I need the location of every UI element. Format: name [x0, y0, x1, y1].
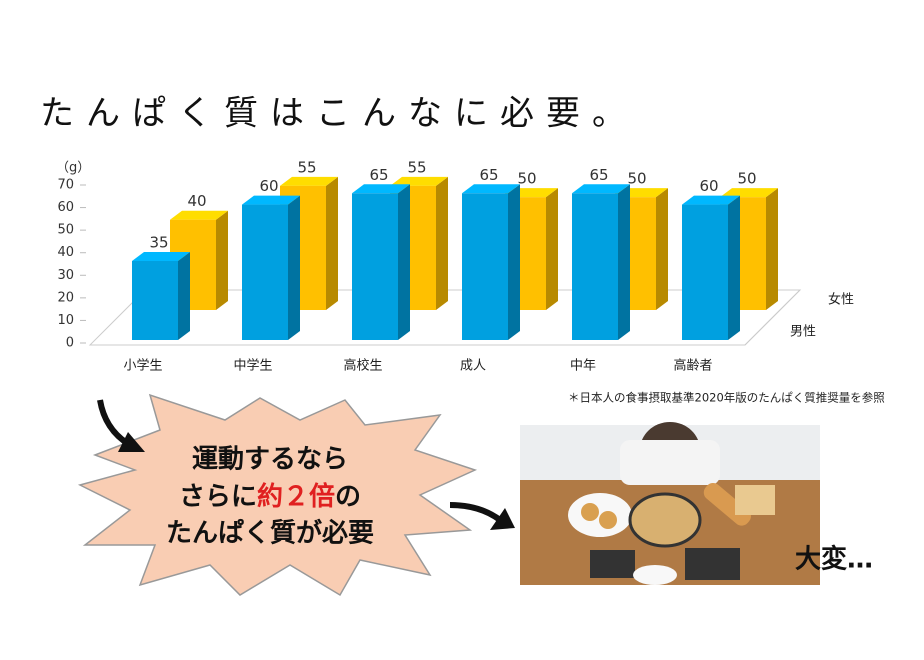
value-label: 40 — [187, 192, 206, 210]
x-tick-label: 成人 — [460, 359, 486, 374]
arrow — [449, 502, 502, 523]
starburst — [77, 393, 478, 597]
bar-top — [462, 184, 520, 194]
value-label: 55 — [297, 158, 316, 176]
arrow-head — [490, 508, 515, 530]
bar-top — [352, 184, 410, 194]
bar-top — [682, 195, 740, 205]
y-tick-label: 20 — [57, 290, 74, 305]
bar-side — [326, 176, 338, 310]
value-label: 60 — [699, 177, 718, 195]
value-label: 60 — [259, 177, 278, 195]
bar-side — [618, 184, 630, 340]
bar-side — [728, 195, 740, 340]
bar-3d — [682, 195, 740, 340]
legend-label: 男性 — [790, 325, 816, 340]
bar-top — [572, 184, 630, 194]
callout-line: 運動するなら — [192, 445, 348, 475]
bar-3d — [242, 195, 300, 340]
bar-top — [170, 210, 228, 220]
value-label: 35 — [149, 234, 168, 252]
bar-side — [766, 188, 778, 310]
bar-top — [242, 195, 300, 205]
y-tick-label: 40 — [57, 245, 74, 260]
bar-side — [508, 184, 520, 340]
bar — [572, 193, 618, 340]
callout-line: さらに約２倍の — [179, 481, 361, 512]
value-label: 50 — [627, 170, 646, 188]
y-tick-label: 50 — [57, 223, 74, 238]
bar-top — [720, 188, 778, 198]
bar-side — [216, 210, 228, 310]
bar-top — [390, 176, 448, 186]
value-label: 50 — [737, 170, 756, 188]
y-tick-label: 30 — [57, 268, 74, 283]
callout-emphasis: 約２倍 — [257, 481, 335, 512]
bar-3d — [132, 252, 190, 340]
value-label: 65 — [589, 166, 608, 184]
legend-label: 女性 — [828, 292, 854, 308]
x-tick-label: 小学生 — [123, 358, 162, 374]
value-label: 65 — [479, 166, 498, 184]
callout-text: の — [335, 482, 361, 512]
y-unit: （g） — [56, 161, 90, 176]
bar — [242, 204, 288, 340]
y-tick-label: 70 — [57, 178, 74, 193]
bar-side — [546, 188, 558, 310]
bar — [462, 193, 508, 340]
x-tick-label: 高校生 — [343, 358, 382, 374]
bar-side — [288, 195, 300, 340]
exclamation: 大変… — [795, 544, 873, 575]
bar-side — [656, 188, 668, 310]
footnote: ＊日本人の食事摂取基準2020年版のたんぱく質推奨量を参照 — [568, 391, 885, 405]
bar — [132, 261, 178, 340]
value-label: 65 — [369, 166, 388, 184]
y-tick-label: 10 — [57, 313, 74, 328]
x-tick-label: 中学生 — [233, 358, 272, 374]
x-tick-label: 高齢者 — [673, 358, 712, 374]
callout-line: たんぱく質が必要 — [166, 518, 374, 549]
bar-3d — [352, 184, 410, 340]
value-label: 50 — [517, 170, 536, 188]
value-label: 55 — [407, 158, 426, 176]
bar-3d — [462, 184, 520, 340]
bar-side — [436, 176, 448, 310]
callout-text: さらに — [179, 482, 257, 512]
bar — [682, 204, 728, 340]
x-tick-label: 中年 — [570, 359, 596, 374]
bar-side — [398, 184, 410, 340]
bar-top — [132, 252, 190, 261]
bar-side — [178, 252, 190, 340]
bar — [352, 193, 398, 340]
floor-edge — [744, 289, 801, 346]
y-tick-label: 0 — [66, 336, 74, 351]
y-tick-label: 60 — [57, 200, 74, 215]
bar-3d — [572, 184, 630, 340]
photo — [520, 422, 820, 585]
slide-title: たんぱく質はこんなに必要。 — [40, 94, 638, 134]
arrow-head — [118, 432, 145, 452]
bar-top — [280, 176, 338, 186]
